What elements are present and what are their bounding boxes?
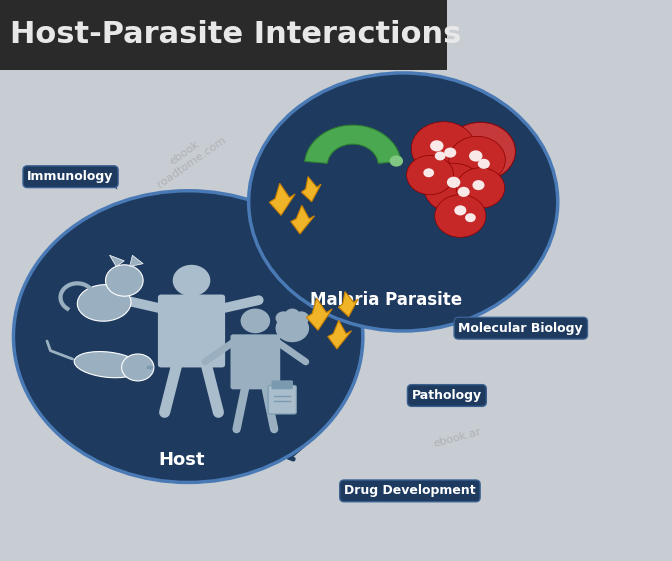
Circle shape [472,180,485,190]
Circle shape [469,150,482,162]
Text: Host: Host [158,451,205,469]
Circle shape [285,309,300,321]
Circle shape [465,213,476,222]
Circle shape [249,73,558,331]
Circle shape [456,168,505,208]
Circle shape [458,187,470,197]
Polygon shape [104,173,118,190]
Circle shape [424,163,483,213]
Circle shape [13,191,363,482]
Circle shape [390,155,403,167]
Ellipse shape [77,284,131,321]
Circle shape [430,140,444,151]
Text: Pathology: Pathology [412,389,482,402]
Ellipse shape [146,366,153,370]
Circle shape [454,205,466,215]
Circle shape [411,122,476,176]
Ellipse shape [74,352,141,378]
Text: Drug Development: Drug Development [344,484,476,498]
Circle shape [241,309,270,333]
Circle shape [435,195,486,237]
Polygon shape [328,320,351,349]
Polygon shape [110,255,124,266]
FancyBboxPatch shape [230,334,280,389]
Text: Molecular Biology: Molecular Biology [458,321,583,335]
Text: ebook
roadtome.com: ebook roadtome.com [149,125,228,189]
Circle shape [444,148,456,158]
Polygon shape [130,255,143,266]
FancyBboxPatch shape [271,380,293,389]
Polygon shape [269,183,295,215]
Polygon shape [339,292,358,317]
Text: Malaria Parasite: Malaria Parasite [310,291,462,309]
Text: ebook.ar: ebook.ar [432,426,482,449]
Circle shape [423,168,434,177]
Polygon shape [306,298,332,330]
Circle shape [449,136,505,183]
FancyBboxPatch shape [0,0,447,70]
Circle shape [276,314,309,342]
Circle shape [447,177,460,188]
Circle shape [407,155,454,195]
FancyBboxPatch shape [158,295,225,367]
Circle shape [106,265,143,296]
Circle shape [293,311,309,325]
Circle shape [478,159,490,169]
Polygon shape [302,177,321,202]
Polygon shape [291,205,314,234]
Circle shape [276,311,292,325]
Polygon shape [304,125,401,163]
Text: Host-Parasite Interactions: Host-Parasite Interactions [10,20,462,49]
FancyBboxPatch shape [268,385,296,414]
Text: Immunology: Immunology [28,170,114,183]
Circle shape [446,122,515,181]
Circle shape [173,265,210,296]
Circle shape [435,151,446,160]
Circle shape [122,354,154,381]
